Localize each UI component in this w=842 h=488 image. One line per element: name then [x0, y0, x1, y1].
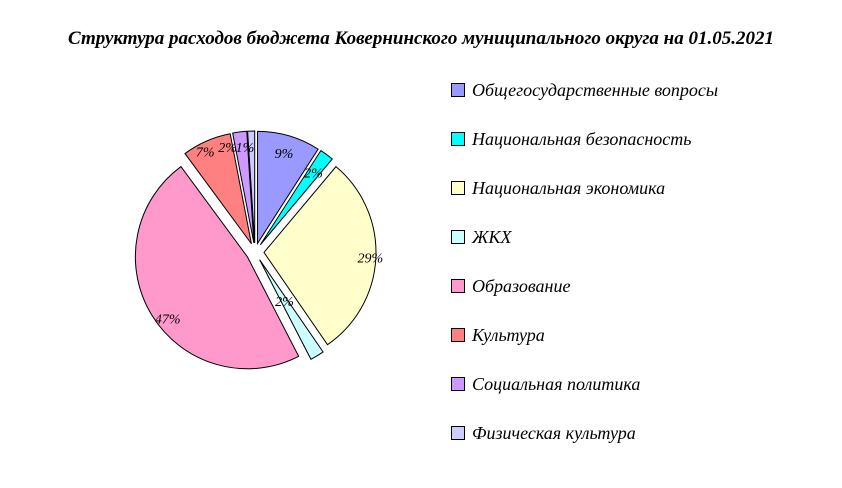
legend: Общегосударственные вопросы Национальная … — [451, 81, 718, 473]
pie-slice-label: 1% — [236, 141, 255, 156]
legend-item: Национальная безопасность — [451, 130, 718, 148]
legend-swatch — [451, 426, 465, 440]
chart-title: Структура расходов бюджета Ковернинского… — [68, 28, 774, 49]
legend-label: Общегосударственные вопросы — [472, 80, 719, 100]
legend-item: Общегосударственные вопросы — [451, 81, 718, 99]
legend-item: Культура — [451, 326, 718, 344]
pie-slice — [134, 165, 300, 370]
pie-slice-label: 2% — [218, 141, 237, 156]
legend-swatch — [451, 181, 465, 195]
legend-swatch — [451, 328, 465, 342]
pie-slice — [184, 133, 252, 245]
pie-slice — [263, 165, 377, 346]
pie-slice — [247, 130, 256, 244]
pie-slice — [232, 130, 255, 244]
pie-slice-label: 29% — [357, 252, 383, 267]
pie-slice-label: 7% — [196, 146, 215, 161]
legend-swatch — [451, 279, 465, 293]
legend-label: Национальная экономика — [472, 178, 666, 198]
legend-label: Национальная безопасность — [472, 129, 692, 149]
pie-slice — [259, 259, 324, 360]
pie-slice-label: 2% — [275, 295, 294, 310]
legend-swatch — [451, 83, 465, 97]
legend-item: Образование — [451, 277, 718, 295]
pie-slice-label: 2% — [304, 167, 323, 182]
legend-swatch — [451, 230, 465, 244]
legend-swatch — [451, 132, 465, 146]
pie-slice — [259, 149, 334, 246]
legend-label: Физическая культура — [472, 423, 636, 443]
legend-item: Национальная экономика — [451, 179, 718, 197]
legend-swatch — [451, 377, 465, 391]
pie-slice — [257, 130, 319, 246]
legend-label: Образование — [472, 276, 571, 296]
legend-item: Социальная политика — [451, 375, 718, 393]
legend-item: ЖКХ — [451, 228, 718, 246]
legend-label: Культура — [472, 325, 545, 345]
pie-slice-label: 47% — [155, 313, 181, 328]
legend-item: Физическая культура — [451, 424, 718, 442]
pie-slice-label: 9% — [275, 147, 294, 162]
legend-label: Социальная политика — [472, 374, 641, 394]
legend-label: ЖКХ — [472, 227, 512, 247]
